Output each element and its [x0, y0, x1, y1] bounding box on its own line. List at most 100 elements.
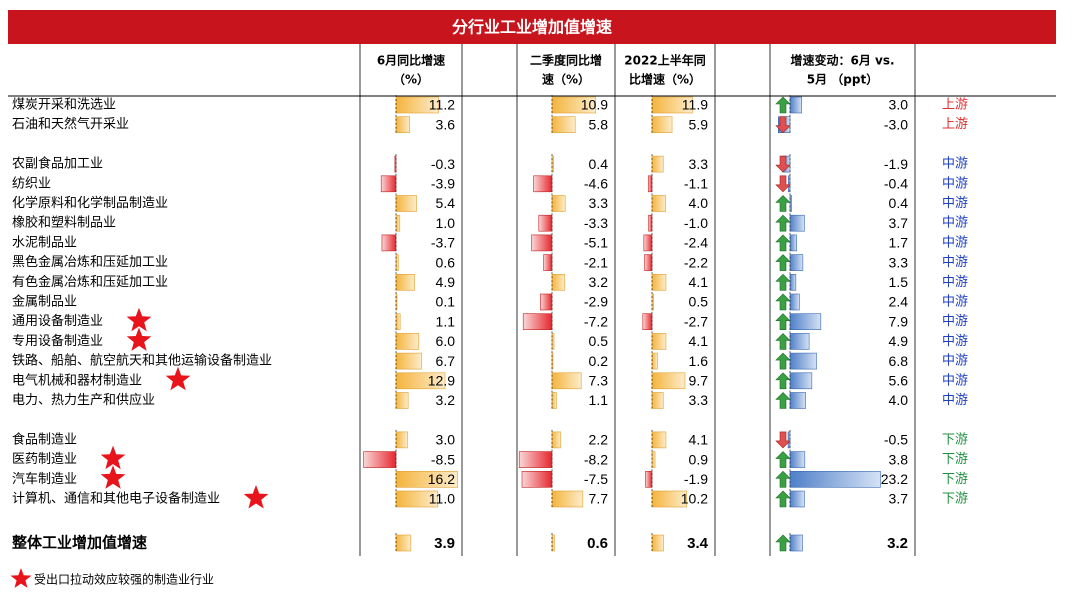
tier-label: 中游	[942, 373, 968, 388]
star-icon	[10, 568, 32, 588]
cell-value: 4.1	[689, 432, 709, 448]
up-arrow	[775, 534, 791, 552]
data-bar	[551, 195, 566, 212]
up-arrow	[775, 96, 791, 114]
tier-label: 中游	[942, 176, 968, 191]
down-arrow	[775, 116, 791, 134]
cell-value: -5.1	[584, 235, 608, 251]
cell-value: 1.5	[889, 274, 909, 290]
tier-label: 中游	[942, 334, 968, 349]
title-bar	[8, 10, 1056, 44]
data-bar	[551, 273, 566, 291]
data-bar	[789, 352, 817, 370]
up-arrow	[775, 254, 791, 271]
data-bar	[395, 534, 412, 552]
data-bar	[395, 352, 422, 370]
cell-value: 5.4	[436, 195, 456, 211]
down-arrow	[775, 431, 791, 449]
data-bar	[789, 490, 805, 508]
cell-value: -0.3	[431, 156, 455, 172]
cell-value: 4.9	[436, 274, 456, 290]
cell-value: 0.5	[589, 333, 609, 349]
data-bar	[643, 234, 653, 252]
cell-value: 4.1	[689, 274, 709, 290]
data-bar	[651, 116, 673, 133]
cell-value: 12.9	[428, 373, 455, 389]
data-bar	[789, 293, 800, 311]
column-header: 速（%）	[542, 72, 590, 87]
row-label: 医药制造业	[12, 452, 77, 467]
cell-value: 9.7	[689, 373, 709, 389]
cell-value: 0.6	[587, 535, 608, 552]
cell-value: 1.0	[436, 215, 456, 231]
data-bar	[651, 534, 664, 552]
data-bar	[789, 470, 881, 488]
data-bar	[651, 431, 667, 449]
up-arrow	[775, 372, 791, 390]
tier-label: 上游	[942, 117, 968, 132]
column-header: 二季度同比增	[530, 53, 602, 68]
data-bar	[789, 451, 806, 468]
cell-value: 1.1	[589, 392, 609, 408]
row-label: 水泥制品业	[12, 235, 77, 250]
data-bar	[651, 392, 664, 409]
data-bar	[522, 313, 553, 331]
column-header: 6月同比增速	[377, 53, 445, 68]
tier-label: 下游	[942, 452, 968, 467]
data-bar	[540, 293, 553, 311]
cell-value: 11.2	[429, 97, 455, 113]
cell-value: 5.6	[889, 373, 909, 389]
cell-value: 10.2	[681, 491, 708, 507]
cell-value: 2.2	[589, 432, 609, 448]
data-bar	[789, 96, 802, 114]
cell-value: -3.9	[431, 176, 455, 192]
cell-value: 3.0	[889, 97, 909, 113]
cell-value: -1.9	[884, 156, 908, 172]
cell-value: 7.9	[889, 313, 909, 329]
cell-value: -2.7	[684, 313, 708, 329]
cell-value: 23.2	[881, 471, 908, 487]
data-bar	[531, 234, 553, 252]
tier-label: 中游	[942, 295, 968, 310]
row-label: 食品制造业	[12, 431, 77, 447]
cell-value: 11.0	[429, 491, 455, 507]
data-bar	[647, 175, 653, 193]
tier-label: 下游	[942, 492, 968, 507]
row-label: 黑色金属冶炼和压延加工业	[12, 254, 168, 270]
row-label: 电力、热力生产和供应业	[12, 392, 155, 408]
cell-value: 3.2	[436, 392, 456, 408]
data-bar	[395, 214, 401, 232]
tier-label: 中游	[942, 275, 968, 290]
cell-value: 5.9	[689, 116, 709, 132]
tier-label: 上游	[942, 98, 968, 113]
data-bar	[381, 234, 397, 252]
data-bar	[789, 372, 813, 390]
cell-value: 4.0	[889, 392, 909, 408]
data-bar	[551, 392, 557, 409]
data-bar	[789, 234, 797, 252]
star-icon	[165, 366, 191, 391]
row-label: 纺织业	[12, 176, 51, 191]
data-bar	[533, 175, 553, 193]
down-arrow	[775, 175, 791, 193]
cell-value: 3.8	[889, 451, 909, 467]
up-arrow	[775, 313, 791, 331]
up-arrow	[775, 293, 791, 311]
tier-label: 下游	[942, 472, 968, 487]
row-label: 通用设备制造业	[12, 313, 103, 329]
star-icon	[243, 485, 269, 509]
column-header: （%）	[393, 72, 429, 87]
data-bar	[395, 313, 401, 331]
cell-value: 0.2	[589, 353, 609, 369]
data-bar	[789, 273, 797, 291]
data-bar	[395, 431, 408, 449]
data-bar	[789, 333, 810, 350]
column-borders	[359, 44, 916, 556]
data-bar	[789, 313, 822, 331]
cell-value: 1.7	[889, 235, 909, 251]
cell-value: 10.9	[581, 97, 608, 113]
row-label: 有色金属冶炼和压延加工业	[12, 274, 168, 290]
up-arrow	[775, 470, 791, 488]
data-bar	[395, 392, 409, 409]
